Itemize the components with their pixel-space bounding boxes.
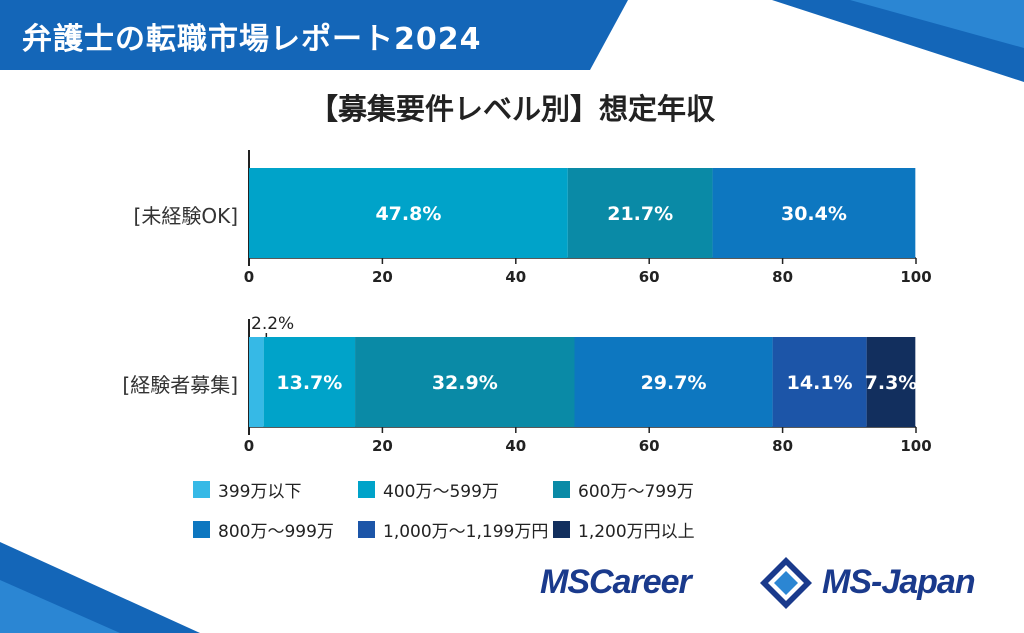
bar-segment	[249, 337, 264, 427]
ms-diamond-logo-icon	[760, 557, 812, 609]
x-tick-label: 0	[244, 437, 254, 455]
bar-segment	[574, 337, 773, 427]
legend-label: 1,000万～1,199万円	[383, 522, 549, 542]
data-label: 21.7%	[607, 203, 673, 225]
bar-segment	[249, 168, 568, 258]
x-tick-label: 60	[639, 268, 660, 286]
row-label-keikensha: [経験者募集]	[122, 373, 238, 397]
msjapan-logo: MS-Japan	[822, 563, 976, 601]
chart-legend: 399万以下 400万～599万 600万～799万 800万～999万 1,000万～…	[193, 477, 833, 542]
data-label: 30.4%	[781, 203, 847, 225]
data-label: 13.7%	[276, 372, 342, 394]
legend-item: 400万～599万	[358, 477, 553, 502]
legend-swatch	[193, 521, 210, 538]
bar-segment	[567, 168, 713, 258]
legend-item: 1,200万円以上	[553, 517, 813, 542]
bar-segment	[712, 168, 916, 258]
data-label: 2.2%	[251, 314, 294, 334]
x-tick-label: 60	[639, 437, 660, 455]
x-tick-label: 80	[772, 437, 793, 455]
x-tick-label: 100	[900, 268, 931, 286]
legend-item: 600万～799万	[553, 477, 813, 502]
bar-segment	[772, 337, 867, 427]
data-label: 14.1%	[787, 372, 853, 394]
stacked-bar-chart: 0 20 40 60 80 100 47.8% 21.7% 30.4% 0 20 40 60 80 100 2…	[244, 150, 932, 455]
legend-item: 1,000万～1,199万円	[358, 517, 553, 542]
mscareer-logo: MSCareer	[540, 563, 692, 601]
legend-label: 600万～799万	[578, 482, 694, 502]
logo-area: MSCareer MS-Japan	[540, 555, 1010, 615]
bar-segment	[866, 337, 916, 427]
legend-label: 800万～999万	[218, 522, 334, 542]
legend-swatch	[553, 521, 570, 538]
data-label: 7.3%	[865, 372, 918, 394]
x-tick-label: 80	[772, 268, 793, 286]
legend-item: 800万～999万	[193, 517, 358, 542]
chart-title: 【募集要件レベル別】想定年収	[308, 92, 715, 126]
data-label: 29.7%	[641, 372, 707, 394]
x-tick-label: 20	[372, 437, 393, 455]
data-label: 32.9%	[432, 372, 498, 394]
x-tick-label: 20	[372, 268, 393, 286]
legend-label: 1,200万円以上	[578, 522, 695, 542]
x-tick-label: 0	[244, 268, 254, 286]
bar-segment	[355, 337, 575, 427]
x-tick-label: 40	[505, 268, 526, 286]
x-tick-label: 100	[900, 437, 931, 455]
banner-title: 弁護士の転職市場レポート2024	[22, 22, 482, 57]
legend-item: 399万以下	[193, 477, 358, 502]
legend-swatch	[358, 521, 375, 538]
row-label-mikeiken: [未経験OK]	[133, 204, 238, 228]
data-label: 47.8%	[375, 203, 441, 225]
x-tick-label: 40	[505, 437, 526, 455]
legend-swatch	[553, 481, 570, 498]
legend-label: 399万以下	[218, 482, 302, 502]
legend-swatch	[358, 481, 375, 498]
legend-label: 400万～599万	[383, 482, 499, 502]
legend-swatch	[193, 481, 210, 498]
bar-segment	[263, 337, 356, 427]
